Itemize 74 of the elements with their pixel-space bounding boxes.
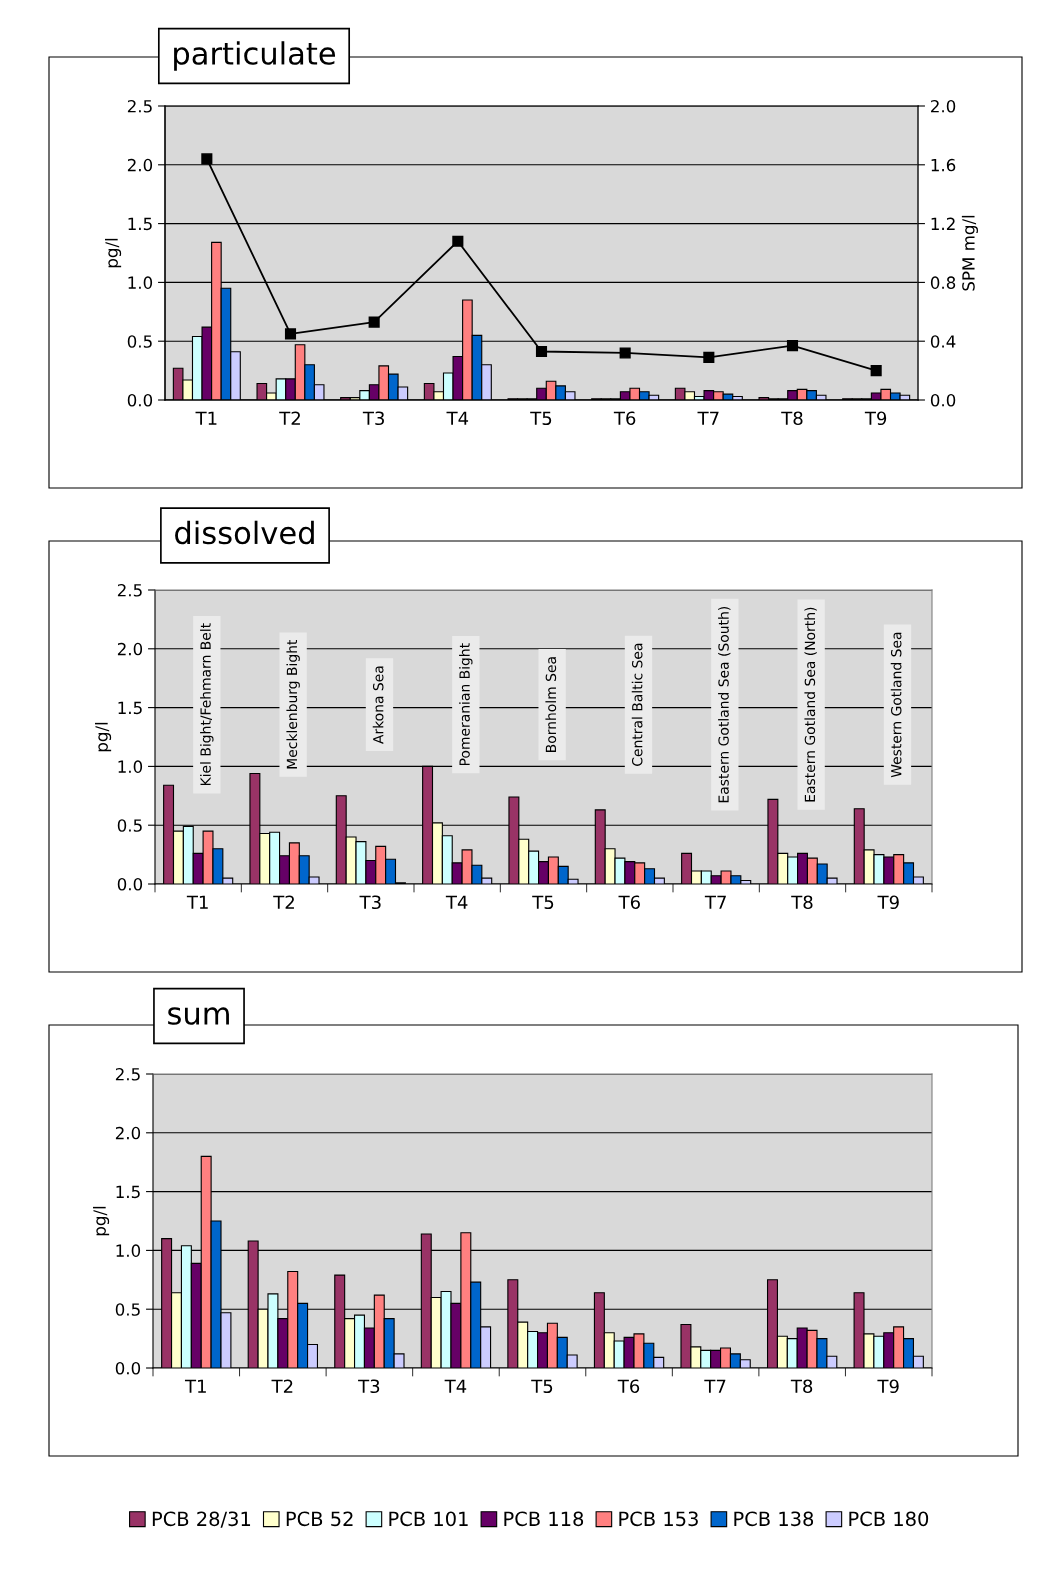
x-tick-label: T9: [877, 895, 899, 910]
y2-tick-label: 0.4: [930, 335, 956, 348]
y-tick-label: 0.5: [115, 1303, 140, 1316]
x-tick-label: T1: [195, 411, 217, 425]
y-tick-label: 2.0: [117, 642, 143, 656]
x-tick-label: T8: [790, 1379, 813, 1394]
y2-tick-label: 0.8: [930, 276, 956, 289]
x-tick-label: T8: [781, 411, 803, 426]
y-tick-label: 2.0: [115, 1126, 141, 1140]
x-tick-label: T5: [531, 1379, 553, 1394]
y-axis-title: pg/l: [95, 722, 112, 752]
x-tick-label: T7: [704, 895, 726, 909]
annotation: Kiel Bight/Fehmarn Belt: [200, 623, 214, 786]
x-tick-label: T5: [532, 895, 554, 910]
y-tick-label: 1.0: [128, 276, 153, 289]
x-tick-label: T1: [186, 895, 208, 909]
chart-title: particulate: [174, 41, 336, 71]
x-tick-label: T1: [184, 1379, 206, 1393]
annotation: Eastern Gotland Sea (North): [804, 607, 817, 802]
y-tick-label: 2.0: [127, 158, 153, 172]
annotation: Eastern Gotland Sea (South): [718, 606, 731, 803]
y-tick-label: 2.5: [115, 1067, 140, 1081]
y-tick-label: 0.0: [115, 1361, 141, 1375]
y-tick-label: 1.0: [116, 1244, 141, 1257]
y-tick-label: 1.5: [118, 701, 142, 715]
y-tick-label: 1.5: [116, 1185, 140, 1199]
x-tick-label: T3: [362, 411, 384, 426]
y-tick-label: 0.5: [127, 335, 152, 348]
chart-title: sum: [168, 1007, 229, 1025]
x-tick-label: T9: [877, 1379, 899, 1394]
x-tick-label: T3: [359, 895, 381, 910]
legend-label: PCB 101: [389, 1511, 468, 1527]
y2-tick-label: 0.0: [930, 393, 956, 407]
x-tick-label: T4: [444, 1379, 467, 1393]
annotation: Mecklenburg Bight: [286, 639, 300, 769]
x-tick-label: T6: [618, 895, 640, 910]
x-tick-label: T2: [279, 411, 300, 425]
x-tick-label: T3: [358, 1379, 380, 1394]
x-tick-label: T6: [613, 411, 636, 426]
annotation: Pomeranian Bight: [459, 643, 473, 766]
legend-label: PCB 138: [734, 1511, 814, 1527]
y2-tick-label: 2.0: [931, 99, 956, 113]
legend-label: PCB 180: [849, 1511, 929, 1527]
x-tick-label: T2: [271, 1379, 293, 1393]
y2-tick-label: 1.2: [931, 217, 955, 230]
x-tick-label: T4: [446, 411, 469, 425]
annotation: Bornholm Sea: [545, 657, 557, 752]
y2-tick-label: 1.6: [931, 158, 956, 172]
annotation: Arkona Sea: [372, 666, 384, 744]
y-axis-title: pg/l: [105, 238, 122, 268]
annotation: Central Baltic Sea: [631, 643, 643, 766]
y-tick-label: 0.5: [117, 819, 142, 832]
y-tick-label: 1.0: [118, 760, 143, 773]
y-tick-label: 2.5: [127, 99, 152, 113]
x-tick-label: T4: [445, 895, 468, 909]
legend-label: PCB 118: [504, 1511, 584, 1527]
legend-label: PCB 28/31: [152, 1511, 251, 1528]
chart-title: dissolved: [175, 520, 314, 545]
y-tick-label: 1.5: [128, 217, 152, 231]
x-tick-label: T7: [697, 411, 719, 425]
x-tick-label: T6: [617, 1379, 640, 1394]
x-tick-label: T7: [704, 1379, 726, 1393]
legend-label: PCB 52: [286, 1511, 353, 1527]
x-tick-label: T9: [864, 411, 887, 426]
y-tick-label: 0.0: [127, 393, 153, 407]
legend-label: PCB 153: [619, 1511, 698, 1527]
y-tick-label: 0.0: [117, 877, 143, 891]
x-tick-label: T5: [530, 411, 552, 426]
y-tick-label: 2.5: [117, 583, 142, 597]
x-tick-label: T2: [273, 895, 294, 909]
x-tick-label: T8: [791, 895, 813, 910]
y2-axis-title: SPM mg/l: [961, 215, 978, 291]
y-axis-title: pg/l: [93, 1206, 110, 1236]
annotation: Western Gotland Sea: [890, 632, 902, 778]
